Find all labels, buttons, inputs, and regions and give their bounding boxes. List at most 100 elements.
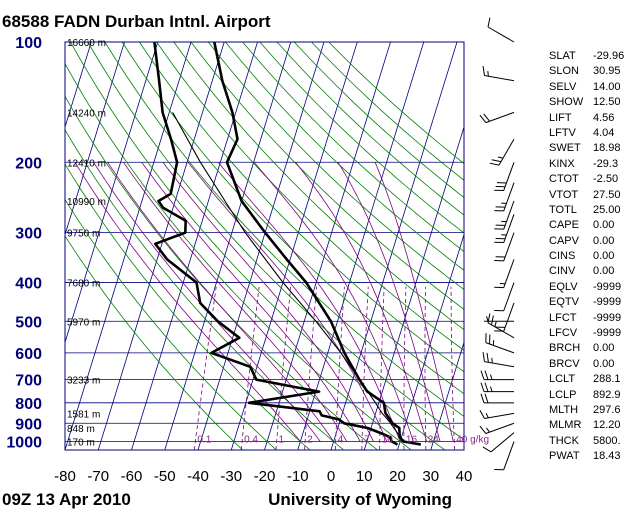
index-value: 27.50 bbox=[593, 188, 621, 201]
index-row-lfcv: LFCV -9999 bbox=[549, 326, 637, 341]
index-row-totl: TOTL 25.00 bbox=[549, 203, 637, 218]
dry-adiabat-120 bbox=[225, 42, 464, 271]
dry-adiabat-10 bbox=[65, 95, 378, 450]
index-name: LFCT bbox=[549, 311, 577, 324]
isotherm--30 bbox=[230, 42, 358, 450]
wind-barb-half-flag bbox=[486, 316, 489, 322]
mixing-ratio-line-16 bbox=[403, 286, 407, 450]
height-label: 1581 m bbox=[67, 409, 100, 420]
wind-barb-staff bbox=[485, 422, 515, 434]
pressure-label-800: 800 bbox=[15, 396, 42, 413]
index-row-cape: CAPE 0.00 bbox=[549, 218, 637, 233]
height-label: 9750 m bbox=[67, 229, 100, 240]
wind-barb bbox=[487, 17, 515, 43]
wind-barb-flag bbox=[482, 66, 485, 76]
height-label: 12410 m bbox=[67, 158, 106, 169]
index-value: 12.50 bbox=[593, 96, 621, 109]
pressure-label-900: 900 bbox=[15, 416, 42, 433]
temperature-tick--60: -60 bbox=[121, 468, 143, 485]
dry-adiabat-40 bbox=[87, 42, 464, 441]
plot-grid bbox=[65, 42, 464, 450]
wind-barb bbox=[484, 316, 514, 322]
index-value: -29.96 bbox=[593, 50, 625, 62]
index-name: LFTV bbox=[549, 126, 576, 139]
index-row-lclp: LCLP 892.9 bbox=[549, 388, 637, 403]
pressure-label-300: 300 bbox=[15, 226, 42, 243]
index-value: 288.1 bbox=[593, 373, 621, 386]
pressure-axis: 100 200 300 400 500 600 700 800 900 1000 bbox=[6, 35, 42, 452]
wind-barb bbox=[482, 352, 515, 368]
temperature-tick--30: -30 bbox=[220, 468, 242, 485]
wind-barb-staff bbox=[503, 162, 515, 191]
index-value: 30.95 bbox=[593, 65, 621, 78]
index-name: SWET bbox=[549, 142, 581, 155]
height-label: 170 m bbox=[67, 438, 95, 449]
wind-barb-flag bbox=[484, 382, 489, 392]
mixing-ratio-line-10 bbox=[379, 286, 385, 450]
index-value: 0.00 bbox=[593, 265, 615, 278]
index-value: 25.00 bbox=[593, 203, 621, 216]
wind-barb bbox=[482, 432, 515, 453]
isotherm-0 bbox=[330, 42, 458, 450]
temperature-tick-40: 40 bbox=[456, 468, 473, 485]
wind-barb bbox=[494, 282, 515, 312]
index-value: -29.3 bbox=[593, 157, 619, 170]
height-label: 7680 m bbox=[67, 279, 100, 290]
wind-barb-flag bbox=[490, 315, 494, 325]
mixing-ratio-label: 10 bbox=[382, 435, 394, 446]
mixing-ratio-label: 1 bbox=[279, 435, 285, 446]
pressure-label-400: 400 bbox=[15, 276, 42, 293]
footer-source: University of Wyoming bbox=[268, 490, 452, 509]
index-value: -9999 bbox=[593, 327, 622, 340]
index-name: SELV bbox=[549, 80, 577, 93]
temperature-tick-30: 30 bbox=[422, 468, 439, 485]
wind-barb bbox=[494, 214, 515, 244]
isotherm--20 bbox=[264, 42, 391, 450]
index-row-thck: THCK 5800. bbox=[549, 434, 637, 449]
wind-barb-staff bbox=[503, 182, 515, 212]
isotherm--100 bbox=[65, 42, 125, 237]
wind-barb bbox=[494, 162, 515, 191]
wind-barb-staff bbox=[485, 111, 515, 124]
wind-barb-staff bbox=[503, 200, 515, 230]
wind-barb-flag bbox=[486, 352, 489, 363]
mixing-ratio-label: 4 bbox=[338, 435, 344, 446]
wind-barb-staff bbox=[490, 432, 515, 453]
stability-indices-table: SLAT -29.96 SLON 30.95 SELV 14.00 SHOW 12.50 LIF… bbox=[549, 49, 637, 465]
wind-barb-staff bbox=[503, 282, 515, 311]
wind-barb bbox=[487, 313, 515, 339]
moist-adiabat-8 bbox=[141, 162, 361, 442]
wind-barb-staff bbox=[484, 75, 515, 82]
wind-barb bbox=[480, 370, 514, 381]
chart-title: 68588 FADN Durban Intnl. Airport bbox=[2, 12, 271, 31]
dry-adiabat-30 bbox=[70, 42, 446, 450]
wind-barb bbox=[485, 333, 515, 354]
index-name: LIFT bbox=[549, 111, 572, 124]
index-row-lift: LIFT 4.56 bbox=[549, 111, 637, 126]
wind-barb bbox=[494, 259, 515, 289]
isotherm--50 bbox=[164, 42, 292, 450]
dry-adiabat-50 bbox=[104, 42, 464, 417]
isotherm-20 bbox=[397, 233, 464, 450]
index-name: CINS bbox=[549, 250, 576, 263]
wind-barb bbox=[479, 409, 515, 420]
wind-barb-staff bbox=[485, 342, 515, 354]
index-name: CAPE bbox=[549, 219, 579, 232]
mixing-ratio-label: 16 bbox=[406, 435, 418, 446]
temperature-tick--70: -70 bbox=[87, 468, 109, 485]
wind-barb-flag bbox=[482, 352, 485, 362]
temperature-tick--20: -20 bbox=[254, 468, 276, 485]
pressure-label-100: 100 bbox=[15, 35, 42, 52]
index-row-lfct: LFCT -9999 bbox=[549, 311, 637, 326]
wind-barb bbox=[480, 382, 514, 393]
moist-adiabat-12 bbox=[162, 162, 374, 442]
mixing-ratio-line-0.1 bbox=[193, 286, 217, 450]
index-row-pwat: PWAT 18.43 bbox=[549, 449, 637, 464]
temperature-axis: -80 -70 -60 -50 -40 -30 -20 -10 0 10 20 30 40 bbox=[54, 468, 472, 485]
isotherm--110 bbox=[65, 42, 92, 129]
mixing-ratio-label: 0.4 bbox=[244, 435, 258, 446]
temperature-tick--50: -50 bbox=[154, 468, 176, 485]
wind-barb-half-flag bbox=[491, 357, 493, 364]
index-row-cinv: CINV 0.00 bbox=[549, 264, 637, 279]
wind-barb-half-flag bbox=[490, 374, 493, 380]
